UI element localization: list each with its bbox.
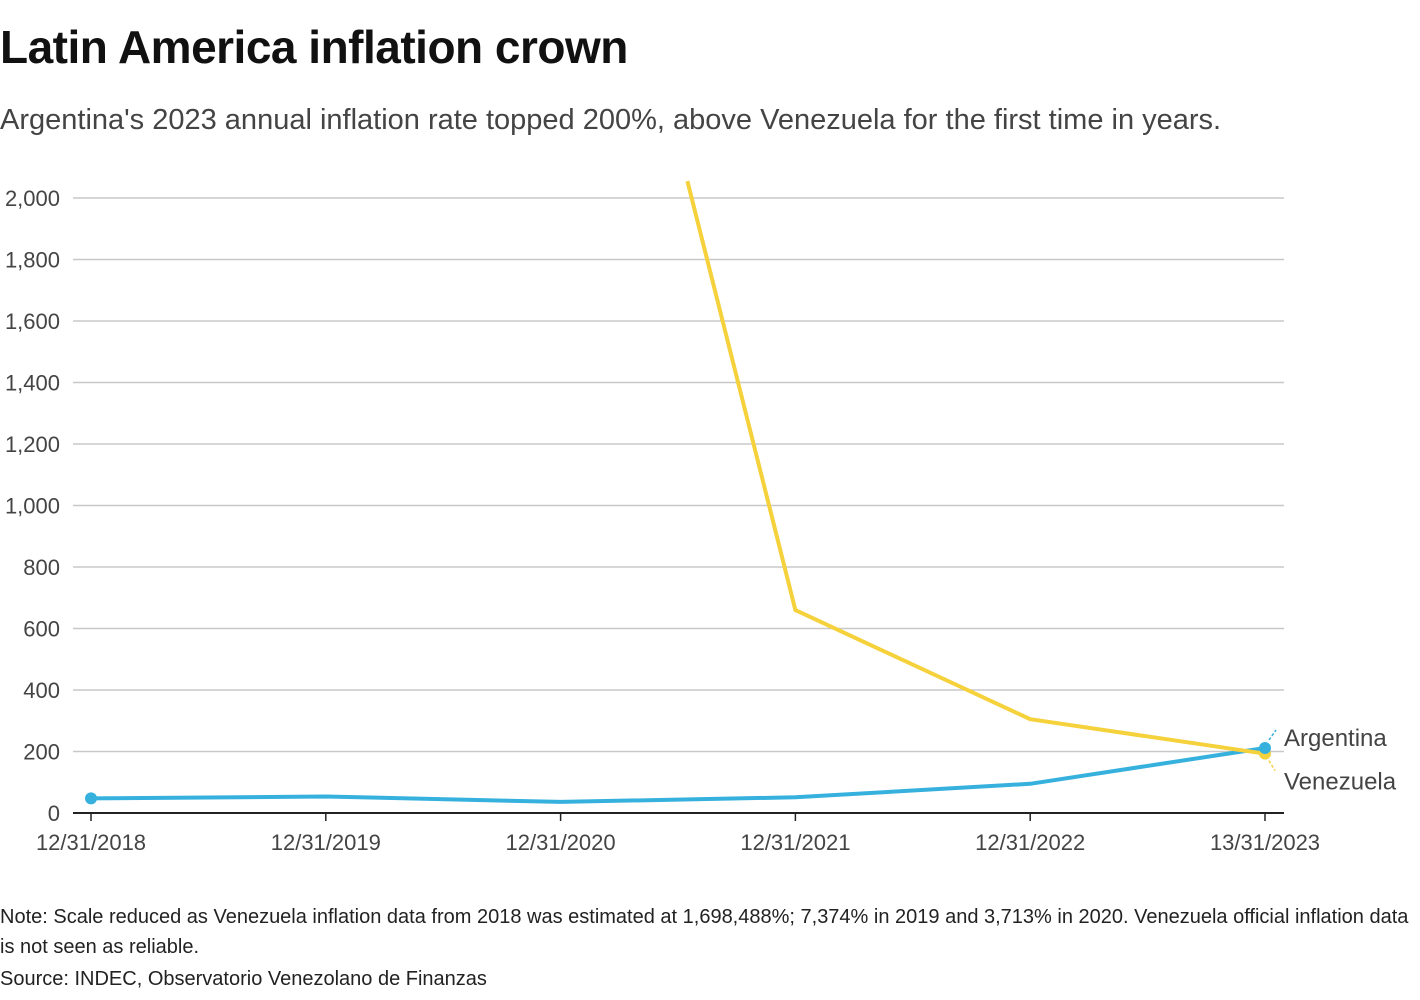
y-tick-label: 1,000 (5, 494, 60, 519)
y-tick-label: 1,800 (5, 248, 60, 273)
gridlines (73, 197, 1284, 814)
x-tick-label: 12/31/2020 (506, 830, 616, 855)
chart-title: Latin America inflation crown (0, 21, 628, 73)
y-tick-label: 800 (23, 555, 60, 580)
argentina-data-point (1259, 741, 1271, 754)
chart-source: Source: INDEC, Observatorio Venezolano d… (0, 968, 487, 990)
y-tick-label: 1,400 (5, 371, 60, 396)
argentina-data-point (85, 792, 97, 805)
venezuela-line (685, 180, 1266, 756)
line-chart: 0 200 400 600 800 1,000 1,200 1,400 1,600 1,800 2,… (5, 180, 1397, 855)
series-lines (85, 180, 1271, 805)
y-tick-label: 600 (23, 617, 60, 642)
venezuela-series-label: Venezuela (1284, 769, 1397, 796)
y-tick-label: 0 (48, 801, 60, 826)
series-labels: Argentina Venezuela (1268, 725, 1397, 796)
y-tick-label: 1,200 (5, 432, 60, 457)
x-tick-label: 12/31/2019 (271, 830, 381, 855)
x-tick-label: 12/31/2018 (36, 830, 146, 855)
y-axis-ticks: 0 200 400 600 800 1,000 1,200 1,400 1,600 1,800 2,… (5, 186, 60, 826)
argentina-line (90, 746, 1266, 804)
venezuela-label-leader (1268, 760, 1276, 772)
y-tick-label: 200 (23, 740, 60, 765)
y-tick-label: 2,000 (5, 186, 60, 211)
chart-subtitle: Argentina's 2023 annual inflation rate t… (0, 104, 1222, 136)
y-tick-label: 400 (23, 678, 60, 703)
argentina-series-label: Argentina (1284, 725, 1387, 752)
chart-note: Note: Scale reduced as Venezuela inflati… (0, 906, 1409, 958)
y-tick-label: 1,600 (5, 309, 60, 334)
x-tick-label: 13/31/2023 (1210, 830, 1320, 855)
x-axis-ticks: 12/31/2018 12/31/2019 12/31/2020 12/31/2021… (36, 813, 1320, 855)
x-tick-label: 12/31/2022 (975, 830, 1085, 855)
argentina-label-leader (1268, 729, 1277, 741)
x-tick-label: 12/31/2021 (740, 830, 850, 855)
